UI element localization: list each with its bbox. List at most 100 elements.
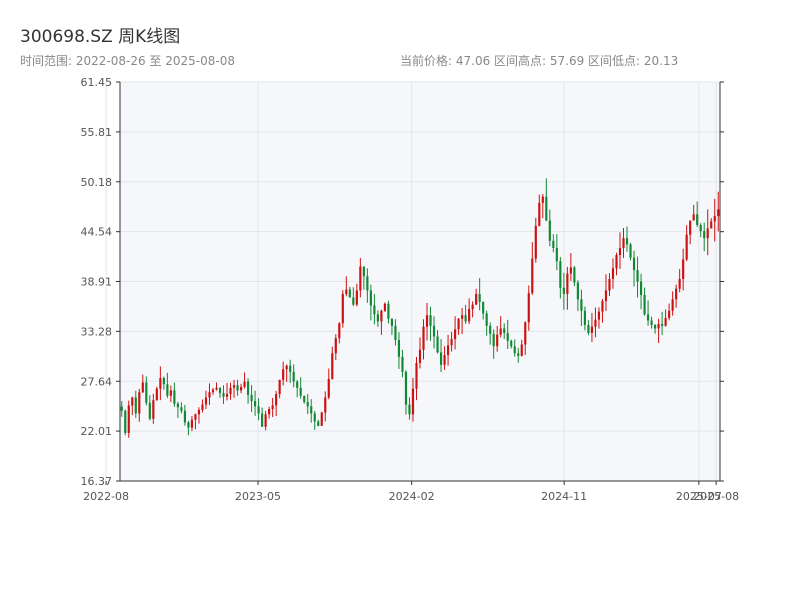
candle-body [597,311,601,320]
candle-body [197,409,201,415]
candle-body [282,369,285,380]
candle-body [289,365,292,372]
candle-body [534,225,537,259]
candle-body [310,406,313,414]
candle-body [387,303,390,319]
candle-body [590,326,594,333]
candle-body [264,414,267,427]
candle-body [692,214,695,221]
candle-body [717,209,720,217]
candle-body [425,315,429,327]
candle-body [303,395,306,402]
chart-title: 300698.SZ 周K线图 [20,27,181,47]
candle-body [436,336,439,353]
candle-body [566,273,569,294]
candle-body [229,387,232,394]
candle-body [520,344,523,356]
candle-body [278,379,281,394]
candle-body [211,389,215,393]
candle-body [675,288,678,300]
candle-body [625,238,629,245]
y-tick-label: 33.28 [81,325,113,338]
candle-body [201,404,204,410]
candle-body [127,405,130,433]
candle-body [268,409,271,415]
candle-body [517,353,520,356]
candle-body [222,393,225,397]
candle-body [355,290,358,305]
candle-body [376,314,379,322]
candle-body [503,328,506,333]
candle-body [492,333,495,347]
candle-body [324,397,327,413]
candle-body [471,304,474,310]
candle-body [499,328,502,335]
candle-body [496,334,499,347]
candle-body [246,381,250,395]
candle-body [443,355,446,365]
candle-body [141,382,144,393]
candle-body [580,299,583,311]
candle-body [155,388,158,401]
candle-body [348,289,351,298]
candle-body [632,257,636,271]
candle-body [573,267,576,283]
candle-body [138,392,141,414]
candle-body [341,293,344,324]
candle-body [450,339,453,346]
candle-body [418,349,422,364]
candle-body [618,247,622,256]
candle-series [120,178,720,438]
candle-body [134,397,137,414]
candle-body [555,247,558,262]
candle-body [657,324,660,329]
candle-body [611,268,615,279]
candle-body [313,413,316,422]
candle-body [257,406,260,414]
candle-body [636,270,639,282]
candle-body [401,356,404,372]
y-tick-label: 22.01 [81,425,113,438]
candle-body [643,294,646,315]
candle-body [296,381,299,388]
candle-body [678,278,681,289]
candle-body [120,406,123,411]
x-tick-label: 2025-08 [693,490,739,503]
x-axis-ticks: 2022-08 2023-05 2024-02 2024-11 2025-072025-… [83,481,739,503]
candle-body [334,338,337,354]
candle-body [327,378,330,398]
candle-body [338,323,341,339]
candle-body [682,259,685,279]
candle-body [527,293,530,323]
candle-body [190,419,194,428]
candle-body [664,317,667,326]
candle-body [671,299,674,311]
candle-body [587,324,590,333]
candle-body [639,281,643,295]
candle-body [510,340,513,347]
candle-body [404,371,408,405]
candle-body [545,196,548,221]
x-tick-label: 2024-11 [541,490,587,503]
candle-body [176,403,179,408]
candle-body [383,303,386,311]
candle-body [169,390,172,396]
candle-body [601,301,604,312]
candle-body [506,332,509,341]
x-tick-label: 2024-02 [389,490,435,503]
candle-body [629,244,632,258]
candle-body [622,238,625,248]
x-tick-label: 2022-08 [83,490,129,503]
candle-body [703,231,706,239]
candle-body [461,315,464,319]
candle-body [464,315,467,322]
candle-body [583,310,586,325]
candle-body [194,414,197,420]
candle-body [162,378,165,385]
candle-body [285,365,288,370]
candle-body [250,394,253,402]
candle-body [454,329,457,340]
candle-body [180,407,183,411]
candle-body [215,387,218,390]
